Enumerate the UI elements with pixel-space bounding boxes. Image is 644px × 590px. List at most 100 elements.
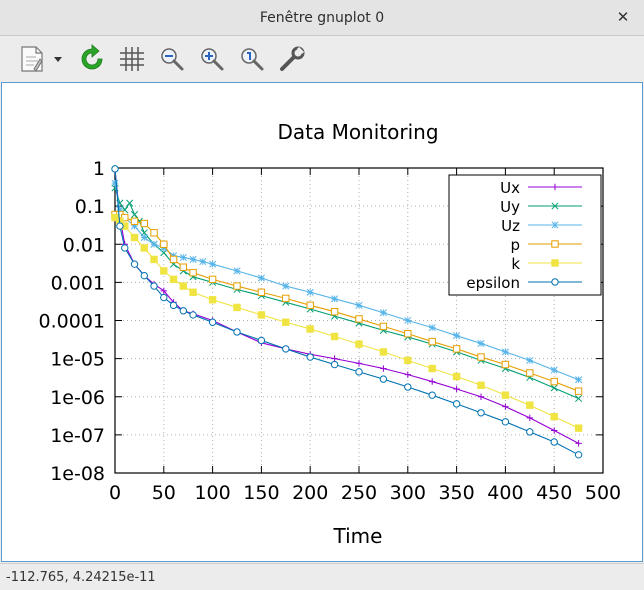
y-tick-label: 0.0001 (39, 311, 105, 333)
chart-title: Data Monitoring (277, 120, 438, 144)
x-tick-label: 450 (536, 482, 572, 504)
data-point-p (130, 217, 139, 225)
data-point-Ux (551, 427, 558, 434)
data-point-p (501, 360, 510, 369)
data-point-Ux (526, 414, 533, 422)
data-point-epsilon (404, 383, 412, 391)
data-point-k (306, 325, 314, 333)
series-epsilon (111, 165, 583, 459)
data-point-Uz (199, 258, 207, 266)
data-point-k (428, 364, 436, 373)
settings-wrench-icon[interactable] (276, 43, 308, 75)
data-point-Uz (306, 288, 314, 296)
data-point-epsilon (501, 418, 510, 426)
zoom-fit-icon[interactable] (236, 43, 268, 75)
data-point-k (526, 401, 534, 409)
data-point-k (355, 340, 363, 348)
data-point-k (404, 356, 412, 365)
data-point-Uz (179, 253, 187, 262)
data-point-p (379, 322, 388, 331)
series-p (111, 210, 583, 395)
y-tick-label: 1e-05 (50, 349, 105, 371)
data-point-p (550, 377, 558, 386)
data-point-epsilon (428, 391, 436, 399)
data-point-epsilon (257, 336, 266, 345)
x-tick-label: 300 (390, 482, 426, 504)
data-point-Uy (126, 199, 134, 207)
data-point-Uz (404, 316, 412, 325)
data-point-Uz (575, 376, 583, 384)
legend-marker-k (551, 259, 559, 267)
data-point-p (526, 369, 534, 377)
data-point-Ux (453, 385, 460, 393)
x-tick-label: 100 (194, 482, 230, 504)
data-point-p (452, 345, 461, 353)
data-point-epsilon (355, 368, 363, 376)
data-point-p (233, 282, 241, 290)
y-tick-label: 1e-08 (50, 463, 105, 485)
legend-marker-Ux (551, 183, 559, 191)
data-point-epsilon (130, 260, 139, 268)
data-point-Ux (380, 365, 387, 372)
data-point-Uy (575, 394, 583, 403)
data-point-epsilon (150, 282, 158, 290)
toolbar (0, 36, 644, 82)
data-point-p (160, 240, 168, 248)
data-point-epsilon (189, 311, 197, 319)
legend-marker-Uy (551, 202, 559, 210)
x-tick-label: 50 (152, 482, 176, 504)
chart-svg: Data Monitoring 0 50 100 150 200 250 300 350 400… (39, 120, 622, 548)
legend-marker-p (551, 240, 559, 248)
data-point-k (130, 233, 139, 242)
replot-icon[interactable] (76, 43, 108, 75)
data-point-epsilon (116, 222, 124, 230)
data-point-k (179, 282, 188, 290)
close-icon[interactable]: ✕ (616, 8, 630, 26)
legend-label-p: p (510, 236, 520, 254)
plot-area[interactable]: Data Monitoring 0 50 100 150 200 250 300 350 400… (1, 82, 643, 562)
data-point-epsilon (379, 375, 388, 383)
data-point-k (169, 275, 178, 284)
legend-label-Uz: Uz (501, 217, 520, 235)
data-point-epsilon (169, 301, 178, 310)
zoom-in-icon[interactable] (196, 43, 228, 75)
data-point-k (574, 424, 583, 432)
data-point-Ux (160, 287, 167, 295)
data-point-Uz (428, 324, 436, 332)
data-point-Uz (453, 332, 461, 340)
legend-box (448, 174, 602, 296)
data-point-epsilon (550, 438, 558, 446)
data-point-Uz (150, 240, 158, 248)
data-point-Ux (355, 360, 363, 367)
data-point-Ux (575, 440, 582, 447)
plot-border (114, 167, 604, 474)
data-point-Uz (111, 179, 119, 187)
data-point-Uz (282, 282, 290, 290)
data-point-Uz (130, 222, 139, 230)
data-point-p (282, 294, 290, 303)
y-tick-label: 0.001 (51, 272, 105, 294)
data-point-k (233, 303, 241, 312)
zoom-out-icon[interactable] (156, 43, 188, 75)
data-point-k (477, 381, 485, 389)
data-point-epsilon (121, 244, 129, 252)
data-point-Uz (189, 255, 197, 263)
y-tick-label: 1e-06 (50, 387, 105, 409)
data-point-Uz (550, 366, 558, 374)
x-tick-label: 400 (487, 482, 523, 504)
data-point-epsilon (160, 293, 168, 302)
chart-axes: 0 50 100 150 200 250 300 350 400 450 500 1 0.1 0.01 0.… (39, 158, 622, 504)
data-point-Uy (130, 211, 139, 219)
data-point-epsilon (330, 360, 339, 369)
export-icon[interactable] (16, 43, 48, 75)
x-axis-label: Time (333, 524, 383, 548)
data-point-k (501, 391, 510, 399)
data-point-k (452, 372, 461, 381)
data-point-Uz (379, 309, 387, 317)
data-point-Uz (233, 267, 241, 275)
dropdown-arrow-icon[interactable] (50, 43, 66, 75)
data-point-epsilon (306, 353, 314, 361)
grid-icon[interactable] (116, 43, 148, 75)
data-point-k (379, 348, 388, 356)
data-point-Uz (116, 206, 124, 214)
